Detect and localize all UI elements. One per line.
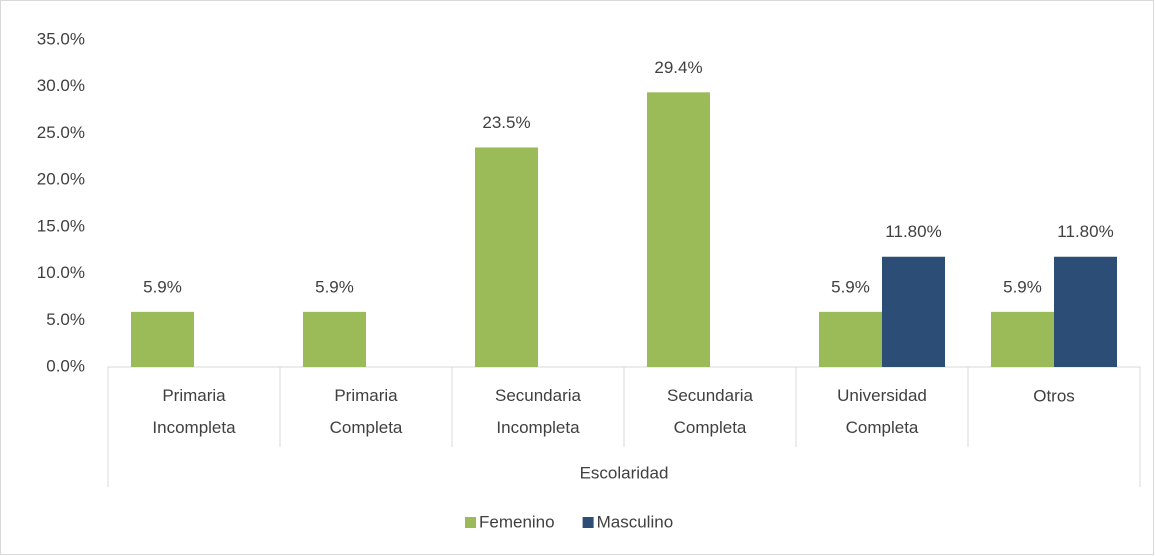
x-tick-label: Primaria Incompleta [152,386,236,437]
x-tick-label: Secundaria Completa [667,386,754,437]
data-label: 5.9% [315,277,354,296]
legend-label: Masculino [597,512,674,531]
y-tick-label: 20.0% [37,170,85,189]
bar [991,311,1054,367]
data-label: 11.80% [1057,222,1113,241]
data-label: 23.5% [482,113,530,132]
y-tick-label: 30.0% [37,76,85,95]
data-label: 5.9% [1003,277,1042,296]
bar [475,147,538,367]
bar [647,92,710,367]
x-axis-label: Escolaridad [580,463,669,482]
y-tick-label: 35.0% [37,29,85,48]
legend-swatch [582,517,594,528]
bar [882,256,945,367]
x-tick-label: Primaria Completa [330,386,403,437]
bar [819,311,882,367]
data-label: 5.9% [831,277,870,296]
x-tick-label: Otros [1033,386,1075,405]
y-tick-label: 15.0% [37,216,85,235]
legend-label: Femenino [479,512,555,531]
x-tick-label: Secundaria Incompleta [495,386,582,437]
y-tick-label: 5.0% [46,310,85,329]
data-label: 29.4% [654,58,702,77]
legend-swatch [465,517,476,528]
data-label: 5.9% [143,277,182,296]
bar [1054,256,1117,367]
y-tick-label: 25.0% [37,123,85,142]
y-tick-label: 10.0% [37,263,85,282]
bar [303,311,366,367]
data-label: 11.80% [885,222,941,241]
x-tick-label: Universidad Completa [837,386,927,437]
y-tick-label: 0.0% [46,356,85,375]
bar [131,311,194,367]
